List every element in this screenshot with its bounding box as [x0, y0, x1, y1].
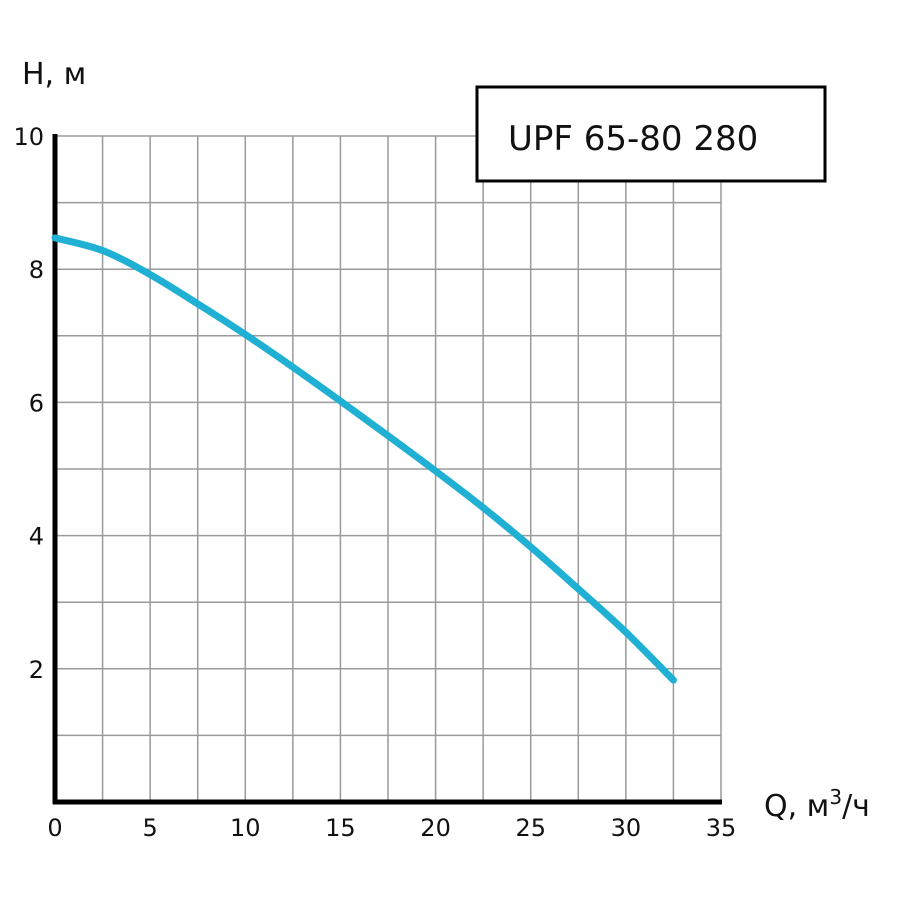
x-tick-label: 30 [611, 814, 642, 842]
series-line-0 [51, 234, 677, 684]
x-tick-label: 15 [325, 814, 356, 842]
y-tick-label: 2 [29, 656, 44, 684]
x-axis-label-main: Q, м [764, 789, 829, 824]
x-tick-label: 5 [143, 814, 158, 842]
y-tick-label: 6 [29, 389, 44, 417]
x-tick-label: 20 [420, 814, 451, 842]
x-tick-label: 35 [706, 814, 737, 842]
y-tick-label: 8 [29, 256, 44, 284]
y-tick-label: 10 [13, 123, 44, 151]
grid [55, 135, 722, 802]
legend-label: UPF 65-80 280 [508, 119, 758, 159]
legend: UPF 65-80 280 [475, 85, 827, 183]
x-axis-label-tail: /ч [842, 789, 870, 824]
x-tick-label: 25 [515, 814, 546, 842]
x-tick-label: 0 [47, 814, 62, 842]
legend-box [475, 85, 827, 183]
x-axis-label-sup: 3 [829, 785, 842, 809]
x-tick-label: 10 [230, 814, 261, 842]
series [51, 234, 677, 684]
axes [52, 134, 722, 805]
y-axis-label: H, м [22, 57, 86, 92]
x-axis-label: Q, м3/ч [764, 785, 870, 824]
y-tick-label: 4 [29, 523, 44, 551]
tick-labels: 0 5 10 15 20 25 30 35 2 4 6 8 10 [13, 123, 736, 842]
